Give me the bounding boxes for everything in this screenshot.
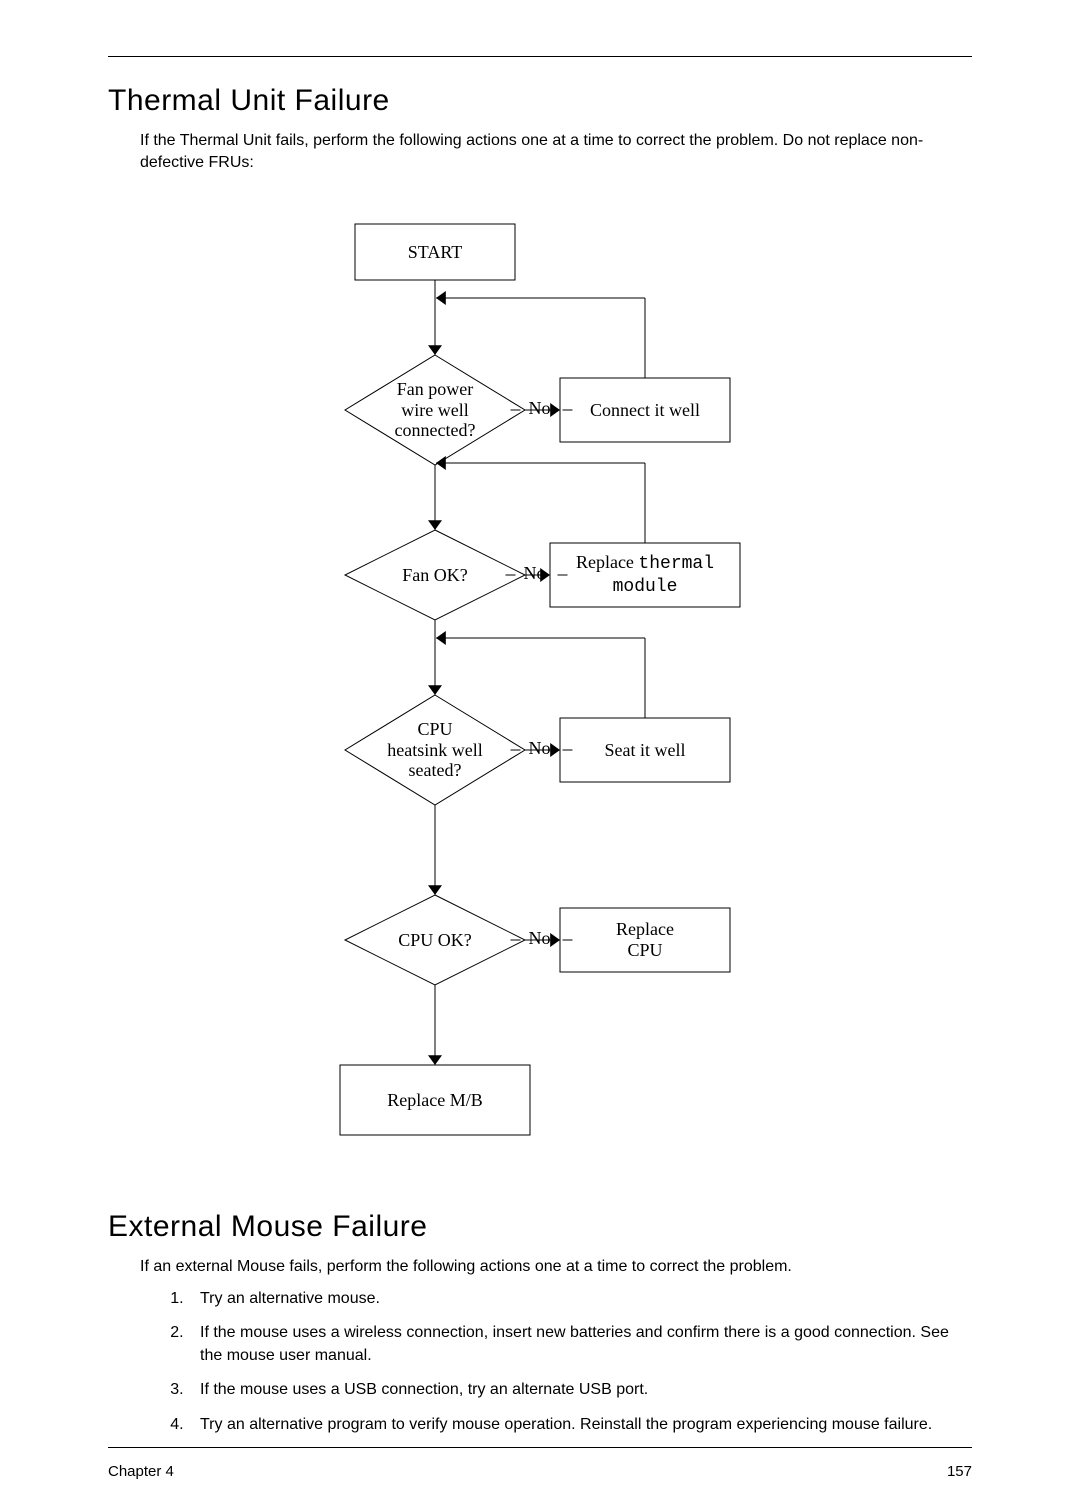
footer-right: 157 — [947, 1463, 972, 1480]
section2-list: Try an alternative mouse. If the mouse u… — [140, 1288, 972, 1448]
footer: Chapter 4 157 — [108, 1463, 972, 1480]
section2-title: External Mouse Failure — [108, 1210, 427, 1244]
flowchart: No No No No START Fan power wire well connect… — [0, 190, 1080, 1200]
list-item: If the mouse uses a USB connection, try … — [188, 1379, 972, 1401]
list-item: Try an alternative program to verify mou… — [188, 1414, 972, 1436]
flowchart-edge-label: No — [529, 928, 551, 949]
list-item: Try an alternative mouse. — [188, 1288, 972, 1310]
top-rule — [108, 56, 972, 57]
flowchart-node-label: Seat it well — [560, 718, 730, 782]
flowchart-node-label: CPU heatsink well seated? — [345, 695, 525, 805]
flowchart-edge-label: No — [529, 738, 551, 759]
bottom-rule — [108, 1447, 972, 1448]
flowchart-node-label: Connect it well — [560, 378, 730, 442]
flowchart-edge-label: No — [529, 398, 551, 419]
list-item: If the mouse uses a wireless connection,… — [188, 1322, 972, 1367]
footer-left: Chapter 4 — [108, 1463, 174, 1480]
flowchart-edge-label: No — [524, 563, 546, 584]
flowchart-node-label: Replace CPU — [560, 908, 730, 972]
flowchart-node-label: Replace M/B — [340, 1065, 530, 1135]
flowchart-node-label: CPU OK? — [345, 895, 525, 985]
section1-title: Thermal Unit Failure — [108, 84, 390, 118]
section1-intro: If the Thermal Unit fails, perform the f… — [140, 130, 972, 173]
section2-intro: If an external Mouse fails, perform the … — [140, 1256, 972, 1278]
flowchart-node-label: Fan OK? — [345, 530, 525, 620]
flowchart-node-label: START — [355, 224, 515, 280]
flowchart-node-label: Fan power wire well connected? — [345, 355, 525, 465]
flowchart-node-label: Replace thermal module — [550, 543, 740, 607]
